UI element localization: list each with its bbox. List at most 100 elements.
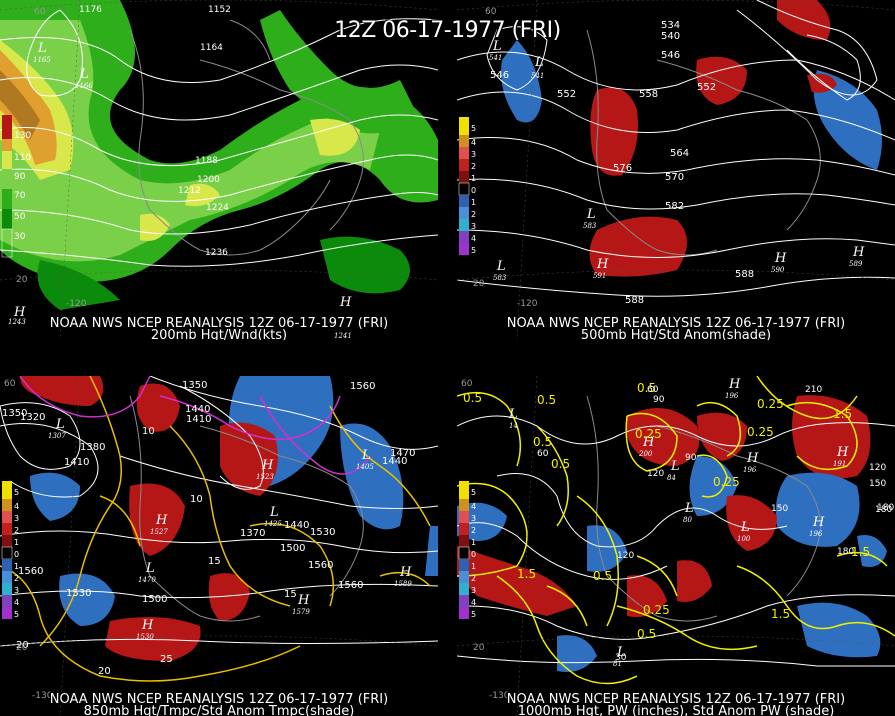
panel-200mb-map: 130 110 90 70 50 30 1176 1152 1164 1188 … bbox=[0, 0, 438, 340]
pressure-value: 591 bbox=[593, 272, 606, 280]
contour-label: 1370 bbox=[240, 528, 265, 539]
contour-label: 1560 bbox=[350, 381, 375, 392]
contour-label: 90 bbox=[685, 453, 697, 463]
pressure-value: 14 bbox=[509, 422, 518, 430]
pressure-letter: L bbox=[37, 41, 47, 56]
pressure-value: 1166 bbox=[75, 82, 93, 90]
contour-label: 150 bbox=[771, 504, 788, 514]
contour-label: 1530 bbox=[66, 588, 91, 599]
contour-label: 546 bbox=[661, 50, 680, 61]
grid-label: 20 bbox=[16, 275, 28, 285]
wind-legend bbox=[1, 115, 13, 258]
coastlines bbox=[129, 19, 364, 256]
pressure-value: 1243 bbox=[8, 318, 26, 326]
freezing-contours bbox=[19, 376, 371, 475]
pressure-value: 196 bbox=[725, 392, 739, 400]
pressure-letter: L bbox=[269, 505, 279, 520]
panel-caption-line1: NOAA NWS NCEP REANALYSIS 12Z 06-17-1977 … bbox=[506, 692, 846, 707]
legend-label: 130 bbox=[14, 131, 31, 141]
contour-label: 60 bbox=[537, 449, 549, 459]
panel-500mb: 5 4 3 2 1 0 1 2 3 4 5 534 540 546 546 55… bbox=[457, 0, 895, 340]
contour-label: 0.5 bbox=[637, 627, 656, 641]
legend-label: 2 bbox=[14, 574, 19, 583]
panel-caption-line2: 1000mb Hgt, PW (inches), Std Anom PW (sh… bbox=[517, 704, 835, 716]
pressure-letter: H bbox=[13, 305, 26, 320]
legend-label: 4 bbox=[14, 502, 19, 511]
contour-label: 1152 bbox=[208, 5, 231, 15]
contour-label: 1560 bbox=[308, 560, 333, 571]
contour-label: 180 bbox=[837, 547, 854, 557]
temperature-contours bbox=[0, 376, 431, 682]
pressure-value: 1527 bbox=[150, 528, 168, 536]
contour-label: 582 bbox=[665, 201, 684, 212]
pressure-letter: H bbox=[746, 451, 759, 466]
contour-label: 15 bbox=[284, 589, 297, 600]
contour-label: 1470 bbox=[390, 448, 415, 459]
contour-label: 0.5 bbox=[463, 391, 482, 405]
pressure-letter: H bbox=[852, 245, 865, 260]
contour-label: 0.5 bbox=[637, 381, 656, 395]
contour-label: 90 bbox=[653, 395, 665, 405]
contour-label: 1320 bbox=[20, 412, 45, 423]
grid-label: 60 bbox=[485, 7, 497, 17]
contour-label: 1.5 bbox=[851, 545, 870, 559]
contour-label: 15 bbox=[208, 556, 221, 567]
legend-label: 1 bbox=[14, 538, 19, 547]
legend-label: 4 bbox=[471, 234, 476, 243]
contour-label: 1350 bbox=[182, 380, 207, 391]
contour-label: 25 bbox=[160, 654, 173, 665]
contour-label: 120 bbox=[617, 551, 634, 561]
legend-labels: 5 4 3 2 1 0 1 2 3 4 5 bbox=[471, 124, 476, 255]
contour-label: 1164 bbox=[200, 43, 223, 53]
panel-caption-line1: NOAA NWS NCEP REANALYSIS 12Z 06-17-1977 … bbox=[49, 692, 389, 707]
contour-label: 0.5 bbox=[533, 435, 552, 449]
contour-label: 1410 bbox=[64, 457, 89, 468]
legend-label: 1 bbox=[471, 538, 476, 547]
pressure-letter: L bbox=[740, 520, 750, 535]
contour-label: 552 bbox=[557, 89, 576, 100]
grid-label: -130 bbox=[32, 691, 53, 701]
contour-label: 540 bbox=[661, 31, 680, 42]
contour-label: 30 bbox=[615, 653, 627, 663]
pressure-letter: L bbox=[55, 417, 65, 432]
contour-label: 1350 bbox=[2, 408, 27, 419]
legend-label: 4 bbox=[471, 138, 476, 147]
legend-label: 3 bbox=[471, 514, 476, 523]
pressure-value: 196 bbox=[809, 530, 823, 538]
pressure-value: 541 bbox=[489, 54, 502, 62]
legend-label: 5 bbox=[471, 246, 476, 255]
pressure-value: 100 bbox=[737, 535, 751, 543]
anomaly-legend bbox=[458, 481, 470, 619]
anomaly-shading bbox=[20, 376, 438, 661]
legend-label: 50 bbox=[14, 212, 26, 222]
grid-label: 20 bbox=[473, 643, 485, 653]
legend-label: 70 bbox=[14, 191, 26, 201]
pressure-value: 541 bbox=[531, 72, 544, 80]
pressure-letter: H bbox=[261, 458, 274, 473]
pressure-letter: L bbox=[684, 501, 694, 516]
legend-label: 5 bbox=[471, 610, 476, 619]
coastlines bbox=[586, 29, 821, 256]
legend-label: 1 bbox=[471, 198, 476, 207]
contour-label: 20 bbox=[98, 666, 111, 677]
legend-label: 5 bbox=[14, 488, 19, 497]
panel-caption-line2: 850mb Hgt/Tmpc/Std Anom Tmpc(shade) bbox=[83, 704, 355, 716]
height-contour-labels: 60 90 120 150 180 210 120 150 180 90 60 … bbox=[537, 385, 894, 663]
pressure-value: 1425 bbox=[264, 520, 282, 528]
panel-500mb-map: 5 4 3 2 1 0 1 2 3 4 5 534 540 546 546 55… bbox=[457, 0, 895, 340]
legend-label: 0 bbox=[14, 550, 19, 559]
contour-label: 180 bbox=[875, 505, 892, 515]
pressure-letter: H bbox=[596, 257, 609, 272]
legend-label: 30 bbox=[14, 232, 26, 242]
contour-label: 0.25 bbox=[757, 397, 784, 411]
legend-label: 110 bbox=[14, 153, 31, 163]
lat-lon-grid bbox=[0, 0, 438, 340]
contour-label: 1530 bbox=[310, 527, 335, 538]
pressure-centers: H 196 L 14 H 200 H 196 L 80 L 84 H 191 L… bbox=[508, 377, 849, 668]
panel-200mb: 130 110 90 70 50 30 1176 1152 1164 1188 … bbox=[0, 0, 438, 340]
coastlines bbox=[129, 395, 364, 622]
legend-label: 1 bbox=[471, 562, 476, 571]
contour-label: 1440 bbox=[284, 520, 309, 531]
contour-label: 0.25 bbox=[713, 475, 740, 489]
pressure-letter: L bbox=[586, 207, 596, 222]
